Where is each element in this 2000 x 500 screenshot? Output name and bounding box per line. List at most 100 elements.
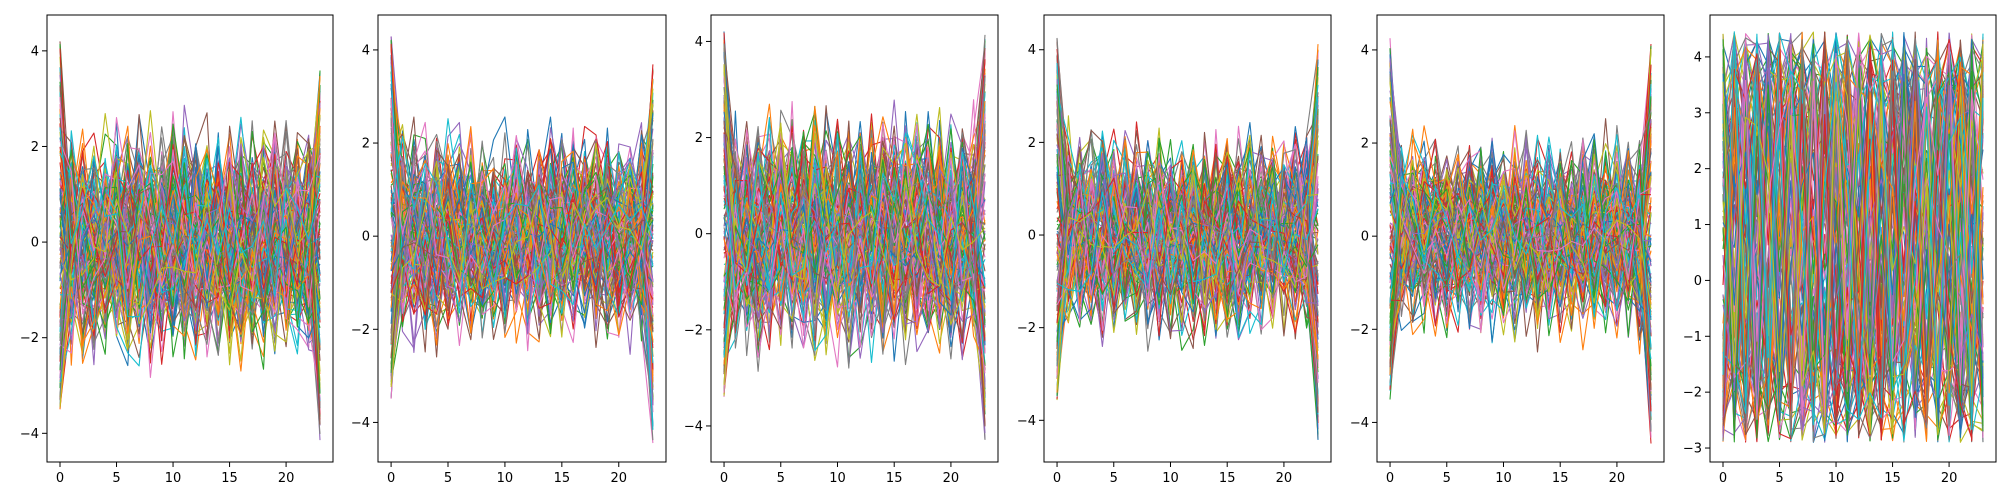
series-line [723,123,986,365]
x-tick-label: 5 [1775,471,1783,486]
series-line [59,155,321,322]
y-tick-label: 4 [1694,50,1702,65]
y-tick-label: 4 [1361,43,1369,58]
series-line [1389,176,1652,334]
y-tick-label: 0 [1028,229,1036,244]
x-tick-label: 0 [56,471,64,486]
series-line [390,127,654,303]
series-line [390,171,654,374]
axes-frame [1709,14,1997,463]
series-lines [1389,38,1652,444]
subplot-6: 0 5 10 15 20 −3 −2 −1 0 1 2 3 4 [1683,14,1997,486]
x-tick-label: 10 [497,471,514,486]
subplot-1: 0 5 10 15 20 −4 −2 0 2 4 [20,14,334,486]
y-tick-label: 2 [362,137,370,152]
series-line [1056,96,1319,339]
series-line [59,75,321,410]
x-tick-label: 0 [1053,471,1061,486]
axes-frame [1043,14,1332,463]
y-tick-label: 2 [1694,162,1702,177]
x-tick-label: 10 [1495,471,1512,486]
series-line [1056,137,1319,440]
y-tick-label: 4 [362,43,370,58]
series-line [1722,31,1984,430]
series-line [59,48,321,290]
series-line [59,161,321,415]
x-tick-label: 10 [165,471,182,486]
series-line [390,160,654,387]
series-line [390,190,654,318]
series-line [1056,37,1319,314]
series-line [390,149,654,353]
y-tick-label: −3 [1683,442,1702,457]
y-tick-label: 4 [695,35,703,50]
x-tick-label: 5 [112,471,120,486]
x-tick-label: 0 [1386,471,1394,486]
subplot-5: 0 5 10 15 20 −4 −2 0 2 4 [1350,14,1665,486]
x-tick-label: 15 [221,471,238,486]
subplot-4: 0 5 10 15 20 −4 −2 0 2 4 [1017,14,1332,486]
y-tick-label: −4 [684,419,703,434]
y-tick-label: 2 [695,131,703,146]
x-tick-label: 5 [777,471,785,486]
y-tick-label: −4 [1017,414,1036,429]
series-line [1056,134,1319,413]
x-tick-label: 20 [610,471,627,486]
axes-frame [46,14,334,463]
series-line [59,127,321,318]
y-tick-label: 4 [31,44,39,59]
series-line [1389,136,1652,348]
subplot-2: 0 5 10 15 20 −4 −2 0 2 4 [351,14,667,486]
x-tick-label: 15 [554,471,571,486]
x-tick-label: 10 [829,471,846,486]
series-line [1056,162,1319,316]
y-tick-label: −2 [684,323,703,338]
y-tick-label: 0 [695,227,703,242]
y-tick-label: −2 [351,323,370,338]
y-tick-label: 0 [31,236,39,251]
x-tick-label: 15 [1884,471,1901,486]
y-tick-label: 3 [1694,106,1702,121]
y-tick-label: −4 [351,416,370,431]
axes-frame [710,14,999,463]
series-line [1389,136,1652,327]
y-tick-label: −2 [1017,321,1036,336]
series-lines [390,36,654,444]
series-lines [59,41,321,441]
series-line [1056,84,1319,305]
x-tick-label: 20 [943,471,960,486]
series-line [1056,138,1319,328]
y-tick-label: −2 [1350,323,1369,338]
series-line [1722,48,1984,443]
series-line [723,125,986,339]
x-tick-label: 0 [387,471,395,486]
series-line [723,135,986,309]
series-line [390,134,654,319]
y-tick-label: −2 [1683,386,1702,401]
x-tick-label: 5 [1110,471,1118,486]
x-tick-label: 10 [1828,471,1845,486]
x-tick-label: 5 [444,471,452,486]
y-tick-label: −1 [1683,330,1702,345]
series-lines [1722,31,1984,443]
series-line [1056,162,1319,358]
series-line [390,135,654,314]
x-tick-label: 5 [1443,471,1451,486]
y-tick-label: 0 [1694,274,1702,289]
series-line [723,87,986,369]
y-tick-label: −2 [20,331,39,346]
y-tick-label: 4 [1028,43,1036,58]
axes-frame [1376,14,1665,463]
x-tick-label: 20 [1276,471,1293,486]
x-tick-label: 20 [278,471,295,486]
series-line [723,64,986,292]
y-tick-label: 0 [362,230,370,245]
x-tick-label: 0 [720,471,728,486]
series-line [1722,34,1984,436]
series-line [390,150,654,341]
x-tick-label: 15 [1552,471,1569,486]
series-line [390,153,654,359]
x-tick-label: 0 [1719,471,1727,486]
series-lines [723,31,986,440]
x-tick-label: 15 [1219,471,1236,486]
